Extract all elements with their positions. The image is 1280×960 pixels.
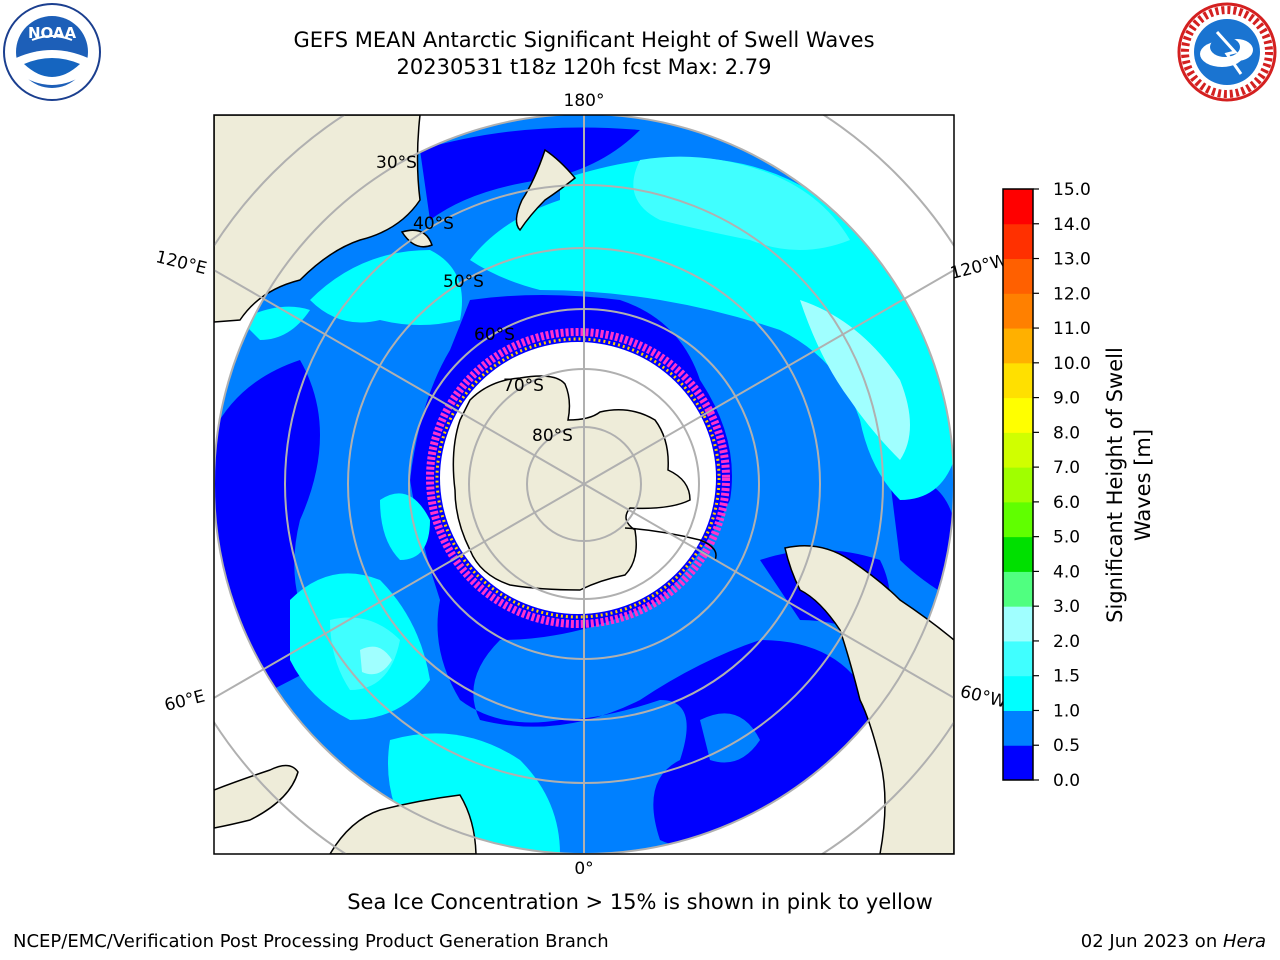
lon-label-120w: 120°W [948,250,1009,283]
lon-label-180: 180° [564,91,605,111]
noaa-logo-text: NOAA [28,24,77,42]
footer-date-text: 02 Jun 2023 on [1080,931,1223,952]
lat-label-30s: 30°S [376,153,417,173]
lat-label-70s: 70°S [503,376,544,396]
map-frame [213,114,955,855]
chart-title: GEFS MEAN Antarctic Significant Height o… [293,28,875,52]
nws-logo [1177,2,1277,102]
lon-label-0: 0° [574,859,593,879]
chart-subtitle: 20230531 t18z 120h fcst Max: 2.79 [396,55,772,79]
lat-label-80s: 80°S [532,426,573,446]
footer-organization: NCEP/EMC/Verification Post Processing Pr… [13,931,609,952]
graticule [214,115,954,854]
lon-label-60e: 60°E [163,687,207,716]
lat-label-60s: 60°S [474,325,515,345]
lon-label-60w: 60°W [958,682,1009,713]
africa-landmass [329,794,477,854]
footer-date: 02 Jun 2023 on Hera [1081,931,1266,952]
sea-ice-note: Sea Ice Concentration > 15% is shown in … [347,890,933,914]
lat-label-50s: 50°S [443,272,484,292]
lon-label-120e: 120°E [154,247,209,279]
new-zealand-landmass [515,148,577,232]
australia-landmass [214,115,421,323]
antarctica-landmass [452,375,691,591]
footer-host: Hera [1222,931,1266,952]
lat-label-40s: 40°S [413,214,454,234]
noaa-logo: NOAA [3,3,101,101]
